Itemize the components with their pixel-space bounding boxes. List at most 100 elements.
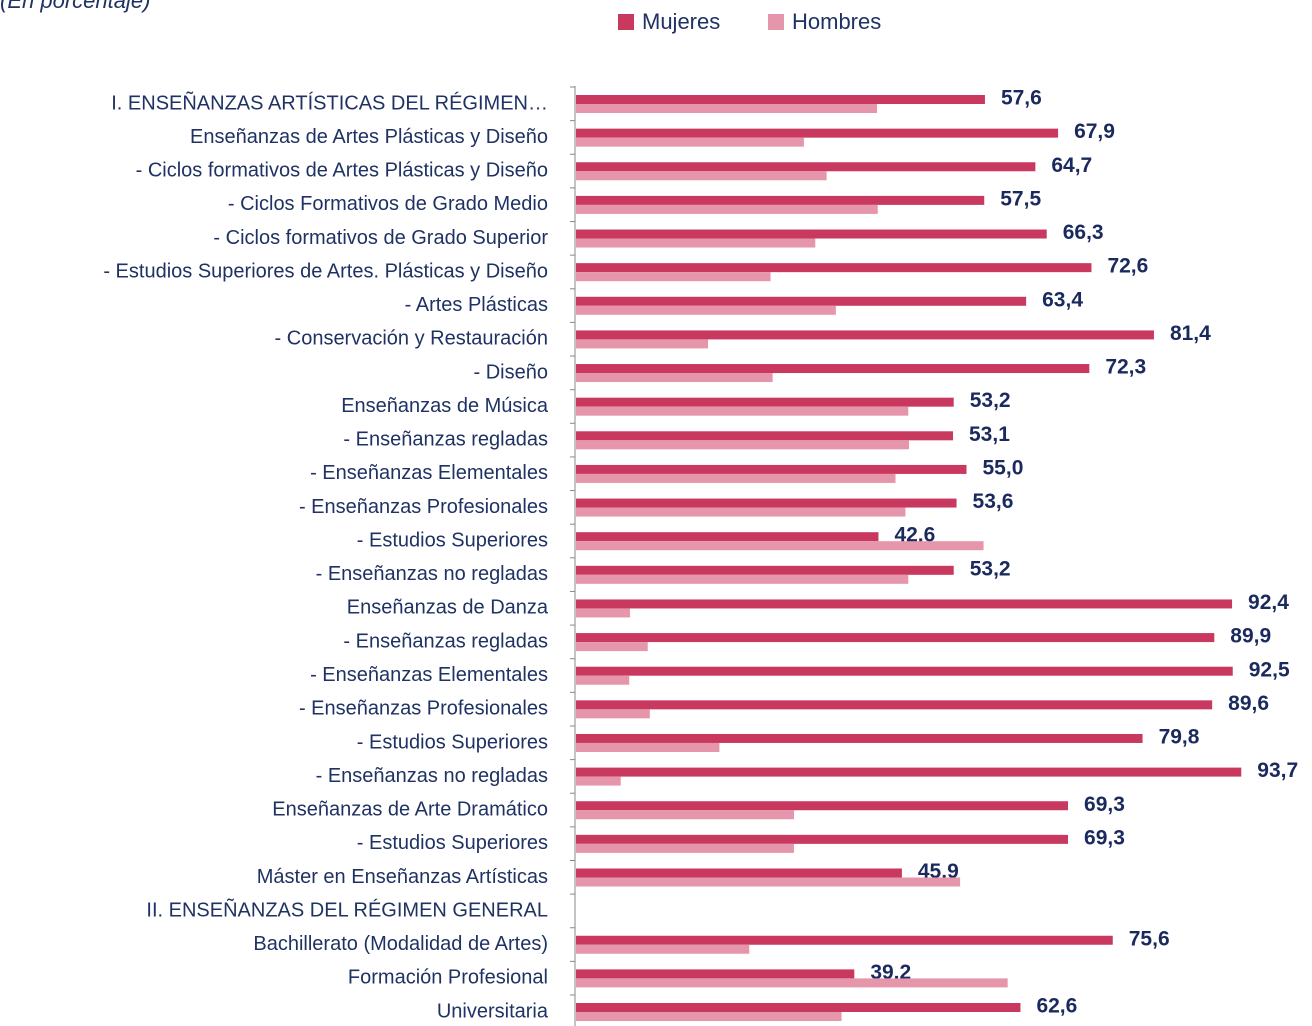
bar (576, 532, 879, 542)
category-label: - Diseño (474, 361, 548, 383)
category-label: - Estudios Superiores (357, 832, 548, 854)
bar (576, 541, 984, 551)
bar (576, 709, 650, 719)
bar (576, 464, 967, 474)
category-label: Universitaria (437, 1000, 549, 1022)
value-label: 39,2 (870, 961, 911, 984)
bar (576, 296, 1027, 306)
value-label: 93,7 (1257, 759, 1298, 782)
bar (576, 364, 1090, 374)
bar (576, 373, 773, 383)
bar (576, 238, 816, 248)
bar (576, 305, 836, 315)
value-label: 81,4 (1170, 322, 1211, 345)
category-label: - Estudios Superiores de Artes. Plástica… (103, 260, 548, 282)
bar (576, 431, 954, 441)
bar (576, 565, 954, 575)
subtitle: (En porcentaje) (0, 0, 150, 13)
bar (576, 229, 1047, 239)
bar (576, 397, 954, 407)
bar (576, 608, 630, 618)
bar (576, 95, 985, 104)
bar (576, 162, 1036, 172)
value-label: 57,5 (1000, 187, 1041, 210)
bar (576, 666, 1233, 676)
legend-label: Mujeres (642, 9, 720, 34)
category-label: - Enseñanzas Elementales (310, 462, 548, 484)
bar (576, 944, 750, 954)
category-label: Enseñanzas de Música (341, 395, 549, 417)
bar (576, 767, 1242, 777)
bar (576, 137, 804, 147)
value-label: 92,5 (1249, 658, 1290, 681)
value-label: 53,2 (970, 389, 1011, 412)
category-label: Enseñanzas de Artes Plásticas y Diseño (190, 126, 548, 148)
bar (576, 843, 794, 853)
category-label: - Estudios Superiores (357, 529, 548, 551)
legend-swatch (618, 14, 634, 30)
value-label: 66,3 (1063, 221, 1104, 244)
category-label: - Ciclos formativos de Grado Superior (213, 227, 548, 249)
bar (576, 498, 957, 508)
category-label: - Ciclos formativos de Artes Plásticas y… (136, 160, 548, 182)
bar (576, 868, 902, 878)
value-label: 75,6 (1129, 927, 1170, 950)
bar (576, 574, 909, 584)
value-label: 53,1 (969, 423, 1010, 446)
bar (576, 263, 1092, 273)
value-label: 69,3 (1084, 793, 1125, 816)
bar (576, 834, 1069, 844)
value-label: 62,6 (1036, 995, 1077, 1018)
category-label: - Ciclos Formativos de Grado Medio (228, 193, 548, 215)
bar (576, 733, 1143, 743)
value-label: 89,9 (1230, 625, 1271, 648)
category-label: - Enseñanzas no regladas (316, 563, 548, 585)
category-label: Bachillerato (Modalidad de Artes) (253, 933, 548, 955)
category-label: I. ENSEÑANZAS ARTÍSTICAS DEL RÉGIMEN… (111, 90, 548, 114)
category-label: - Enseñanzas Profesionales (299, 496, 548, 518)
value-label: 72,3 (1105, 356, 1146, 379)
legend-swatch (768, 14, 784, 30)
category-label: - Enseñanzas no regladas (316, 765, 548, 787)
category-label: - Estudios Superiores (357, 731, 548, 753)
bar (576, 801, 1069, 811)
bar (576, 978, 1008, 988)
category-label: Formación Profesional (348, 967, 548, 989)
category-label: - Enseñanzas regladas (343, 429, 548, 451)
bar (576, 1003, 1021, 1013)
bar (576, 339, 709, 349)
bar (576, 406, 909, 416)
bar (576, 599, 1233, 609)
value-label: 57,6 (1001, 87, 1042, 110)
bar (576, 195, 985, 205)
category-label: Enseñanzas de Danza (347, 597, 549, 619)
category-label: II. ENSEÑANZAS DEL RÉGIMEN GENERAL (146, 897, 548, 921)
bar (576, 1012, 842, 1022)
legend-label: Hombres (792, 9, 881, 34)
bar (576, 969, 855, 979)
value-label: 79,8 (1159, 726, 1200, 749)
bar (576, 272, 771, 282)
bar (576, 171, 827, 181)
bar (576, 633, 1215, 643)
value-label: 55,0 (983, 456, 1024, 479)
category-label: - Enseñanzas Elementales (310, 664, 548, 686)
value-label: 92,4 (1248, 591, 1289, 614)
bar (576, 440, 909, 450)
value-label: 69,3 (1084, 826, 1125, 849)
bar (576, 642, 648, 652)
bar (576, 742, 720, 752)
value-label: 67,9 (1074, 120, 1115, 143)
bar (576, 675, 630, 685)
value-label: 45,9 (918, 860, 959, 883)
value-label: 42,6 (894, 524, 935, 547)
value-label: 53,2 (970, 557, 1011, 580)
category-label: - Enseñanzas regladas (343, 630, 548, 652)
value-label: 63,4 (1042, 288, 1083, 311)
value-label: 53,6 (973, 490, 1014, 513)
bar (576, 700, 1213, 710)
bar (576, 935, 1113, 945)
bar (576, 128, 1059, 138)
value-label: 89,6 (1228, 692, 1269, 715)
